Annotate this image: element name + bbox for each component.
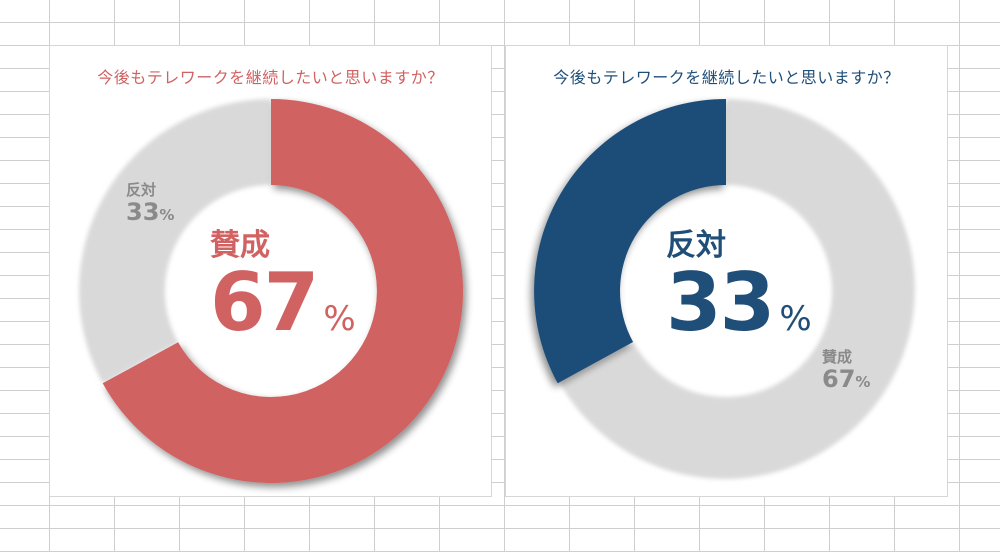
slice-agree	[102, 99, 464, 483]
side-category: 賛成	[822, 348, 853, 366]
chart-title: 今後もテレワークを継続したいと思いますか？	[97, 68, 444, 87]
side-category: 反対	[126, 181, 157, 199]
slice-disagree	[79, 99, 271, 384]
donut-chart-disagree	[534, 99, 915, 479]
side-label-disagree: 反対 33%	[126, 181, 174, 228]
side-unit: %	[159, 206, 175, 224]
donut-chart-agree	[79, 99, 464, 483]
side-value: 67	[822, 365, 856, 393]
center-value: 33	[666, 256, 775, 349]
slice-agree	[559, 99, 915, 479]
side-label-agree: 賛成 67%	[822, 348, 870, 395]
center-label-agree: 賛成 67%	[210, 228, 356, 359]
side-unit: %	[855, 373, 871, 391]
center-category: 賛成	[210, 228, 270, 263]
center-label-disagree: 反対 33%	[666, 228, 812, 359]
slice-disagree	[534, 99, 726, 384]
chart-title: 今後もテレワークを継続したいと思いますか？	[553, 68, 900, 87]
center-value: 67	[210, 256, 319, 349]
side-value: 33	[126, 198, 160, 226]
center-unit: %	[323, 299, 355, 339]
chart-panel-agree[interactable]: 今後もテレワークを継続したいと思いますか？ 賛成 67% 反対 33%	[49, 45, 492, 497]
chart-panel-disagree[interactable]: 今後もテレワークを継続したいと思いますか？ 反対 33% 賛成 67%	[505, 45, 948, 497]
center-unit: %	[779, 299, 811, 339]
center-category: 反対	[666, 228, 726, 263]
